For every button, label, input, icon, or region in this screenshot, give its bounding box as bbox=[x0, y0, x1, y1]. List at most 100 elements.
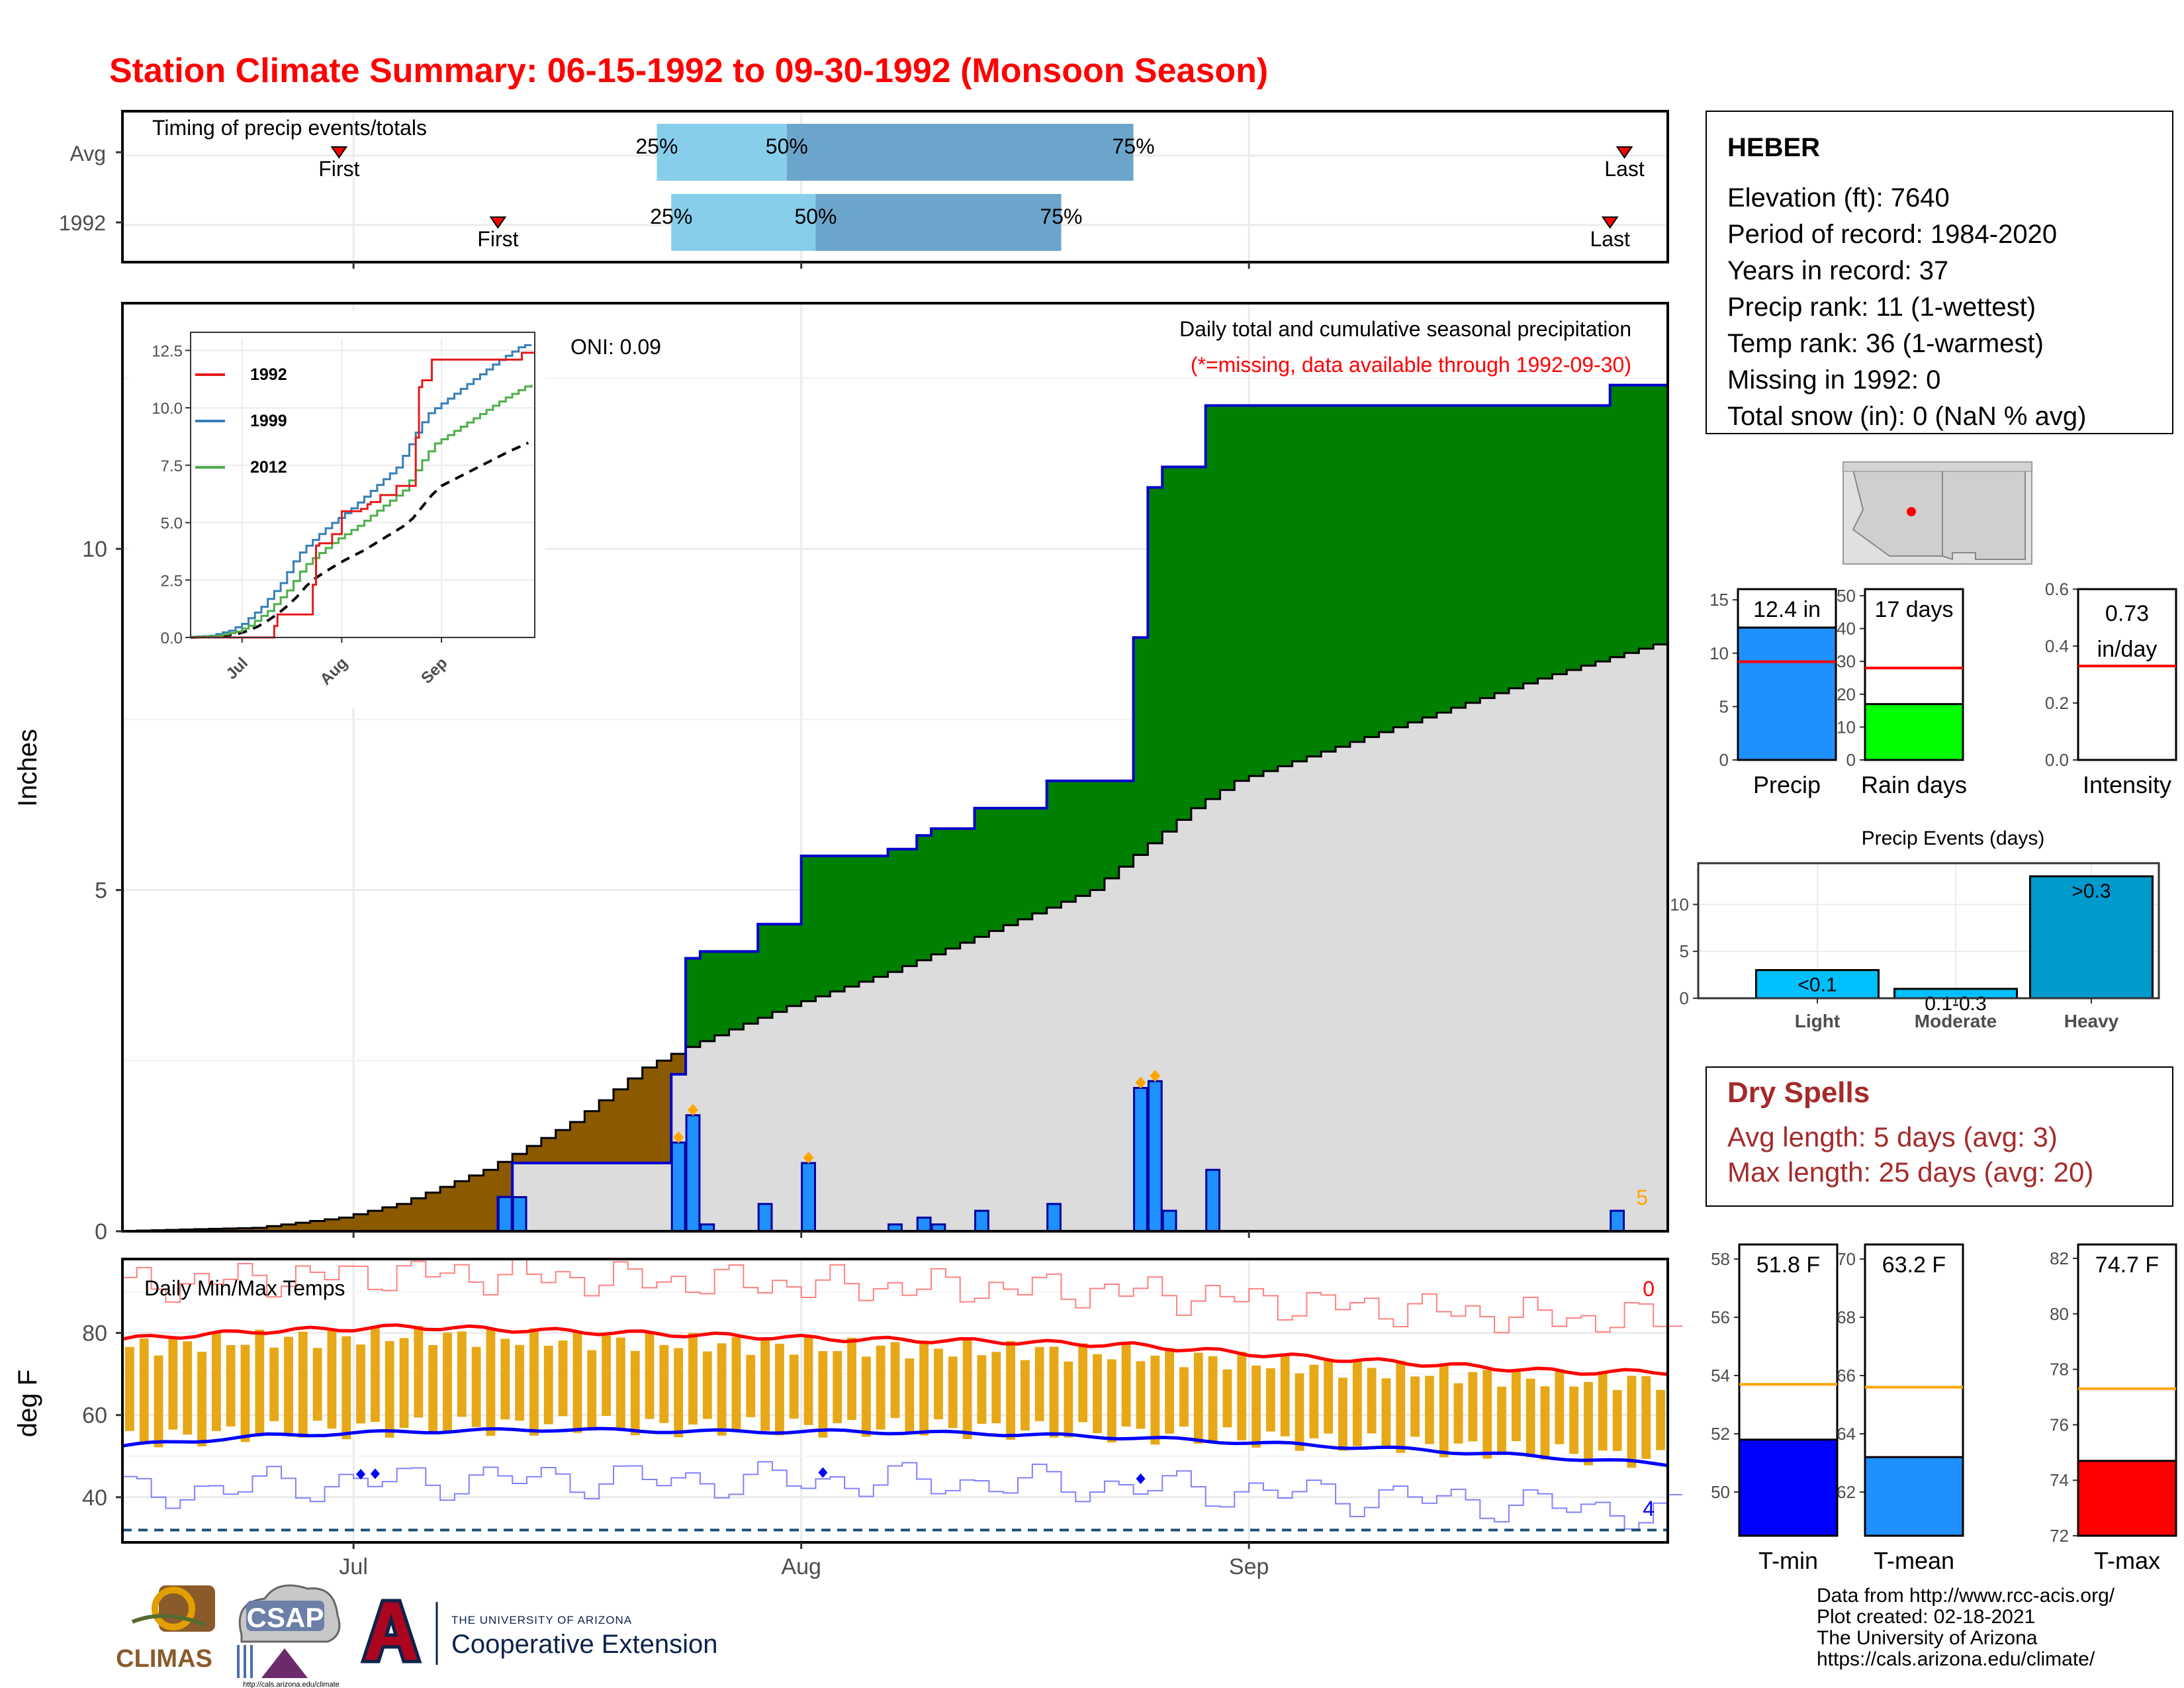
timing-label-50: 50% bbox=[766, 134, 808, 158]
surplus-area-segment bbox=[1581, 405, 1596, 666]
temperature-summary-bars: 50 52 54 56 58 51.8 F T-min 62 64 66 68 70 63.2 F T-m… bbox=[1711, 1243, 2177, 1574]
daily-temp-range-bar bbox=[977, 1355, 987, 1424]
deficit-area-segment bbox=[267, 1226, 282, 1231]
daily-temp-range-bar bbox=[1265, 1368, 1275, 1432]
deficit-area-segment bbox=[642, 1067, 658, 1163]
daily-temp-range-bar bbox=[1352, 1361, 1362, 1446]
csap-logo-bars bbox=[237, 1645, 253, 1678]
mini-y-tick-label: 10 bbox=[1709, 643, 1729, 663]
new-mexico-shape bbox=[1942, 469, 2026, 561]
record-low-marker bbox=[1136, 1473, 1146, 1484]
surplus-area-segment bbox=[1508, 405, 1524, 688]
surplus-area-segment bbox=[1436, 405, 1452, 713]
daily-temp-range-bar bbox=[1136, 1361, 1146, 1429]
inset-y-tick-label: 10.0 bbox=[152, 400, 183, 418]
surplus-area-segment bbox=[1349, 405, 1365, 742]
surplus-area-segment bbox=[1379, 405, 1394, 732]
daily-precip-bar bbox=[685, 1114, 701, 1233]
events-category-label: Heavy bbox=[2064, 1011, 2119, 1031]
surplus-area-segment bbox=[1610, 385, 1625, 657]
events-y-tick-label: 0 bbox=[1680, 988, 1689, 1008]
footer-credit-line: https://cals.arizona.edu/climate/ bbox=[1817, 1648, 2095, 1670]
deficit-area-segment bbox=[613, 1089, 629, 1163]
temp-bar-axis-label: T-max bbox=[2094, 1547, 2160, 1574]
neighbor-states-shape bbox=[1843, 461, 2032, 472]
record-low-marker bbox=[818, 1467, 828, 1478]
precip-panel: Daily total and cumulative seasonal prec… bbox=[13, 302, 1669, 1244]
timing-bar-q1 bbox=[671, 194, 816, 251]
missing-note: (*=missing, data available through 1992-… bbox=[1191, 353, 1631, 377]
surplus-area-segment bbox=[758, 924, 773, 1018]
sponsor-logos: CLIMAS CSAP http://cals.arizona.edu/clim… bbox=[116, 1584, 717, 1688]
surplus-area-segment bbox=[974, 808, 989, 937]
daily-temp-range-bar bbox=[543, 1345, 553, 1425]
daily-temp-range-bar bbox=[327, 1330, 337, 1429]
mini-y-tick-label: 20 bbox=[1837, 684, 1856, 704]
surplus-area-segment bbox=[1118, 780, 1134, 867]
daily-temp-range-bar bbox=[615, 1337, 625, 1429]
heavy-rain-marker bbox=[687, 1103, 698, 1116]
inset-legend-label: 1992 bbox=[250, 365, 287, 384]
timing-label-25: 25% bbox=[635, 134, 678, 158]
daily-temp-range-bar bbox=[746, 1354, 756, 1417]
dry-spells-box: Dry Spells Avg length: 5 days (avg: 3) M… bbox=[1706, 1066, 2173, 1207]
daily-temp-range-bar bbox=[731, 1336, 741, 1431]
timing-bars: 25% 50% 75% First Last 25% 50% 75% First Last bbox=[318, 124, 1645, 251]
surplus-area-segment bbox=[1075, 780, 1091, 896]
surplus-area-segment bbox=[873, 856, 889, 977]
mini-bar-axis-label: Rain days bbox=[1861, 771, 1967, 798]
last-event-marker bbox=[1615, 146, 1633, 159]
temp-bar-y-tick-label: 72 bbox=[2050, 1526, 2069, 1546]
daily-temp-range-bar bbox=[385, 1340, 394, 1438]
surplus-area-segment bbox=[1465, 405, 1480, 703]
timing-panel: Timing of precip events/totals 25% 50% 75%… bbox=[59, 110, 1669, 269]
daily-temp-range-bar bbox=[890, 1342, 900, 1419]
precip-caption: Daily total and cumulative seasonal prec… bbox=[1179, 317, 1631, 341]
daily-temp-range-bar bbox=[428, 1344, 438, 1433]
mini-bar-frame bbox=[2077, 588, 2177, 761]
daily-temp-range-bar bbox=[934, 1348, 943, 1420]
last-event-label: Last bbox=[1604, 157, 1645, 181]
surplus-area-segment bbox=[1205, 405, 1221, 800]
station-detail-line: Years in record: 37 bbox=[1727, 256, 1948, 285]
daily-temp-range-bar bbox=[1555, 1369, 1565, 1444]
heavy-rain-marker bbox=[1135, 1076, 1146, 1089]
daily-temp-range-bar bbox=[269, 1347, 279, 1421]
daily-temp-range-bar bbox=[414, 1326, 424, 1418]
surplus-area-segment bbox=[772, 924, 788, 1012]
climas-logo-text: CLIMAS bbox=[116, 1645, 212, 1673]
timing-label-75: 75% bbox=[1040, 205, 1082, 228]
daily-temp-range-bar bbox=[919, 1340, 929, 1436]
inset-frame bbox=[190, 332, 535, 638]
daily-temp-range-bar bbox=[1410, 1376, 1420, 1437]
mini-y-tick-label: 0 bbox=[1846, 750, 1856, 770]
surplus-area-segment bbox=[1552, 405, 1567, 675]
temp-bar-axis-label: T-mean bbox=[1874, 1547, 1954, 1574]
inset-legend-label: 2012 bbox=[250, 458, 287, 477]
deficit-area-segment bbox=[469, 1175, 484, 1231]
daily-temp-range-bar bbox=[443, 1333, 452, 1433]
inset-y-tick-label: 12.5 bbox=[152, 342, 183, 360]
daily-temp-range-bar bbox=[645, 1333, 655, 1419]
timing-row-label-year: 1992 bbox=[59, 211, 106, 235]
surplus-area-segment bbox=[844, 856, 860, 987]
surplus-area-segment bbox=[1336, 405, 1351, 747]
daily-temp-range-bar bbox=[1540, 1386, 1550, 1460]
daily-temp-range-bar bbox=[1078, 1343, 1088, 1423]
surplus-area-segment bbox=[700, 951, 715, 1041]
temp-y-tick-label: 60 bbox=[82, 1403, 107, 1429]
station-detail-line: Period of record: 1984-2020 bbox=[1727, 220, 2057, 249]
surplus-area-segment bbox=[686, 958, 701, 1047]
daily-temp-range-bar bbox=[1165, 1348, 1175, 1434]
mini-y-tick-label: 0 bbox=[1719, 750, 1729, 770]
heavy-rain-marker bbox=[1150, 1070, 1161, 1082]
daily-temp-range-bar bbox=[847, 1337, 856, 1421]
daily-temp-range-bar bbox=[1468, 1372, 1478, 1442]
deficit-area-segment bbox=[627, 1078, 643, 1163]
daily-temp-range-bar bbox=[1208, 1356, 1218, 1442]
surplus-area-segment bbox=[1046, 780, 1062, 908]
daily-temp-range-bar bbox=[211, 1332, 221, 1431]
temp-bar-value-label: 74.7 F bbox=[2095, 1252, 2159, 1278]
daily-temp-range-bar bbox=[1006, 1340, 1015, 1440]
timing-label: Timing of precip events/totals bbox=[152, 116, 427, 140]
